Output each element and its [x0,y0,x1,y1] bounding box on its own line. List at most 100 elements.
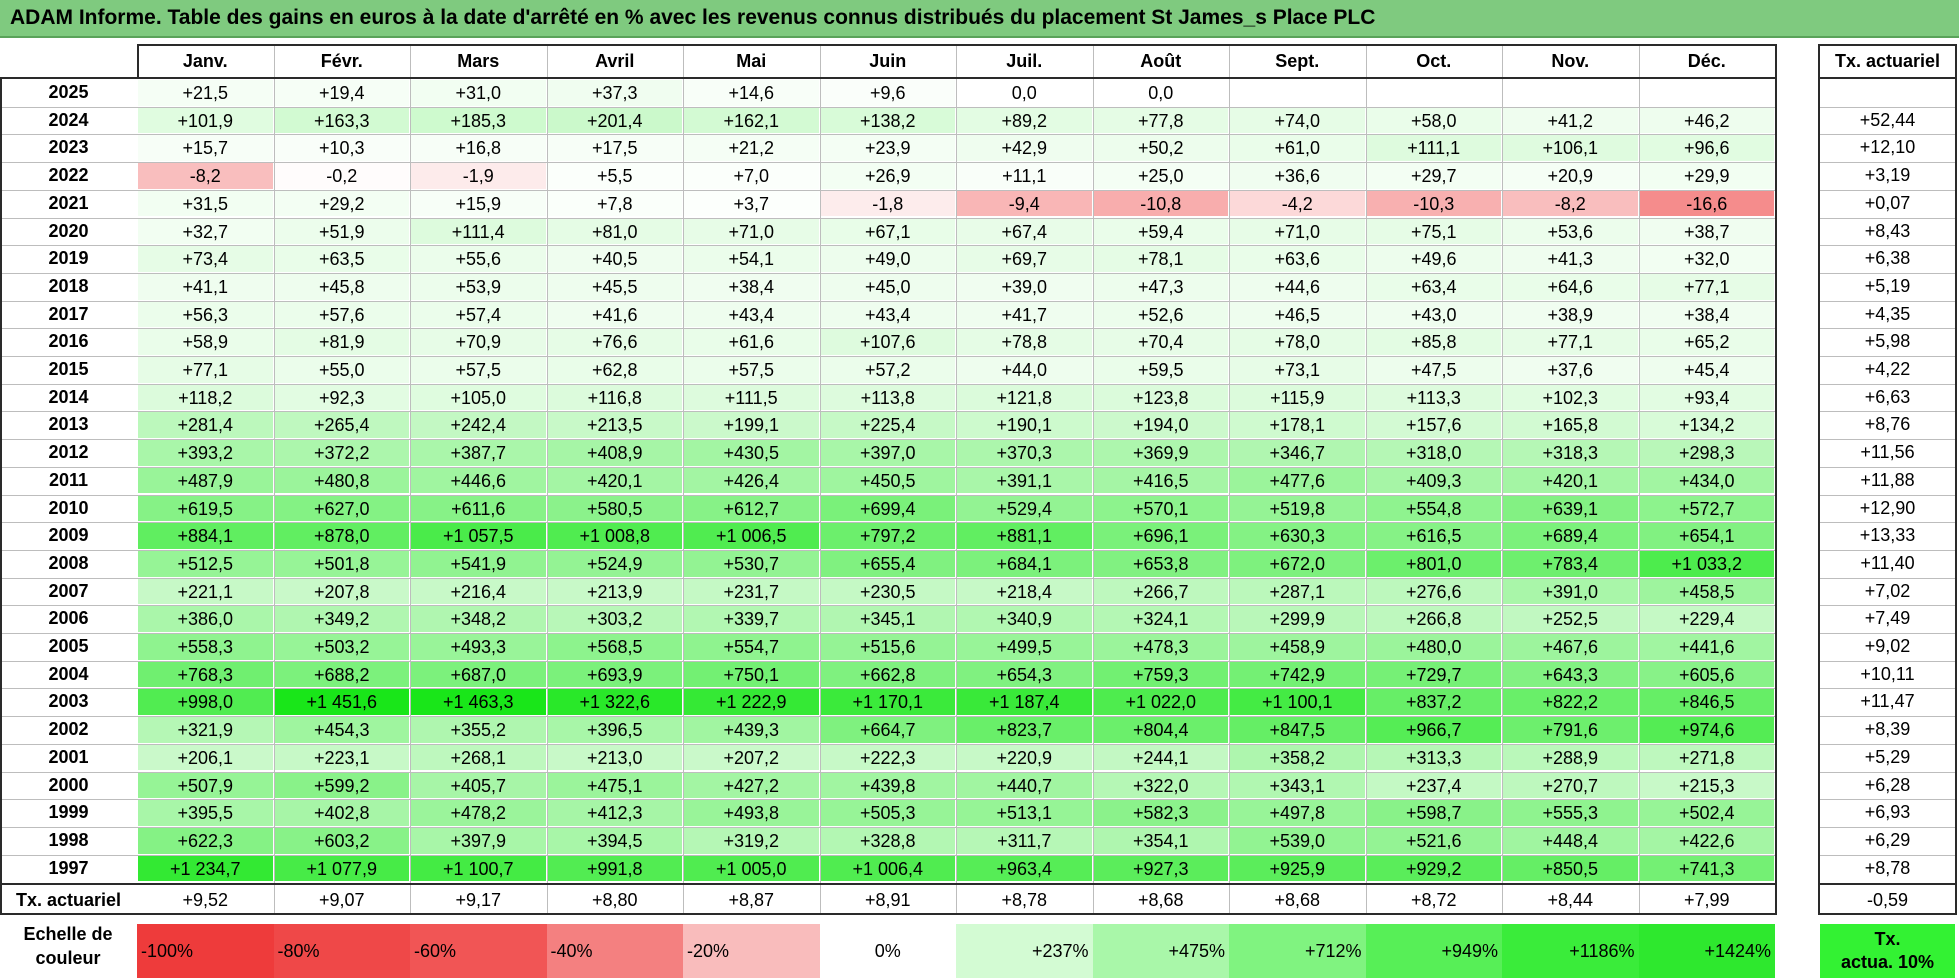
year-label: 2011 [48,469,89,490]
month-header-12: Déc. [1687,51,1726,71]
gain-cell: +507,9 [138,772,273,799]
year-label: 1999 [48,802,89,823]
grid-line [1820,826,1955,828]
gain-cell: +185,3 [411,107,546,134]
gain-cell: +134,2 [1639,412,1774,439]
gain-cell: +612,7 [684,495,819,522]
gain-cell: +627,0 [274,495,409,522]
grid-line [0,771,1775,773]
grid-line [0,688,1775,690]
footer-cell: +8,80 [591,890,638,911]
gain-cell: +441,6 [1639,634,1774,660]
color-scale-tx-line2: actua. 10% [1840,952,1935,972]
gain-cell: +416,5 [1093,467,1228,494]
grid-line [1820,217,1955,219]
gain-cell: +73,4 [138,246,273,272]
color-scale-tx-swatch: Tx. actua. 10% [1820,924,1955,978]
gain-cell: +46,5 [1230,301,1365,328]
gain-cell: +62,8 [547,357,682,383]
gain-cell: +5,5 [547,163,682,189]
gain-cell: +63,4 [1366,273,1501,300]
gain-cell: +178,1 [1230,412,1365,439]
gain-cell: +693,9 [547,661,682,688]
month-header-9: Sept. [1275,51,1320,71]
gain-cell: +426,4 [684,467,819,494]
tx-actuariel-cell: +8,43 [1864,220,1911,241]
gain-cell: +804,4 [1093,717,1228,743]
gain-cell: +41,6 [547,301,682,328]
month-header-5: Mai [736,51,767,71]
gain-cell: +270,7 [1503,772,1638,799]
gain-cell: +521,6 [1366,827,1501,854]
gain-cell: +47,3 [1093,273,1228,300]
gain-cell: +515,6 [820,634,955,660]
gain-cell: +396,5 [547,717,682,743]
gain-cell: +11,1 [957,163,1092,189]
gain-cell: +242,4 [411,412,546,439]
gain-cell: +207,2 [684,744,819,771]
grid-line [0,605,1775,607]
tx-actuariel-cell: +5,19 [1864,275,1911,296]
gain-cell: +394,5 [547,827,682,854]
grid-line [1638,44,1640,916]
gain-cell: +639,1 [1503,495,1638,522]
title-bar: ADAM Informe. Table des gains en euros à… [0,0,1959,38]
gain-cell: +41,2 [1503,107,1638,134]
gain-cell: +71,0 [1230,218,1365,245]
gain-cell: +42,9 [957,135,1092,162]
gain-cell: +266,8 [1366,606,1501,632]
gain-cell: -10,8 [1093,190,1228,217]
gain-cell: -4,2 [1230,190,1365,217]
gain-cell: +213,9 [547,578,682,605]
gain-cell [1366,80,1501,106]
gain-cell: +1 005,0 [684,855,819,882]
year-label: 2018 [48,275,89,296]
gain-cell: +513,1 [957,800,1092,826]
gain-cell: +502,4 [1639,800,1774,826]
color-scale-label-line2: couleur [35,948,101,968]
year-label: 2013 [48,414,89,435]
grid-line [0,106,1775,108]
tx-actuariel-cell: +12,90 [1859,497,1916,518]
gain-cell: +53,6 [1503,218,1638,245]
gain-cell: +974,6 [1639,717,1774,743]
gain-cell: +530,7 [684,550,819,577]
gain-cell: +138,2 [820,107,955,134]
year-label: 1997 [48,857,89,878]
gain-cell: +45,8 [274,273,409,300]
tx-actuariel-cell: +3,19 [1864,165,1911,186]
month-header-7: Juil. [1006,51,1043,71]
gain-cell: +387,7 [411,440,546,466]
gain-cell: -8,2 [1503,190,1638,217]
gain-cell: +102,3 [1503,384,1638,411]
gain-cell: +298,3 [1639,440,1774,466]
tx-actuariel-header: Tx. actuariel [1834,51,1941,71]
gain-cell [1639,80,1774,106]
gain-cell: +44,6 [1230,273,1365,300]
tx-actuariel-cell: +11,88 [1860,469,1915,490]
color-scale-label-line1: Echelle de [23,924,113,944]
grid-line [0,439,1775,441]
grid-line [546,44,548,916]
gain-cell: +93,4 [1639,384,1774,411]
tx-actuariel-cell: +6,29 [1864,829,1911,850]
tx-actuariel-cell: +6,38 [1864,248,1911,269]
gain-cell: +643,3 [1503,661,1638,688]
year-label: 2000 [48,774,89,795]
gain-cell: +1 008,8 [547,523,682,549]
gain-cell: +63,5 [274,246,409,272]
gain-cell: +1 322,6 [547,689,682,716]
year-label: 2017 [48,303,89,324]
color-scale-swatch: -100% [137,924,274,978]
gain-cell: +512,5 [138,550,273,577]
gain-cell: +662,8 [820,661,955,688]
grid-line [1820,439,1955,441]
gain-cell: +76,6 [547,329,682,355]
gain-cell: +43,0 [1366,301,1501,328]
color-scale-tx-line1: Tx. [1874,929,1901,949]
year-label: 2003 [48,691,89,712]
tx-actuariel-cell: +12,10 [1859,137,1916,158]
gain-cell: +71,0 [684,218,819,245]
grid-line [0,799,1775,801]
gain-cell: +41,7 [957,301,1092,328]
